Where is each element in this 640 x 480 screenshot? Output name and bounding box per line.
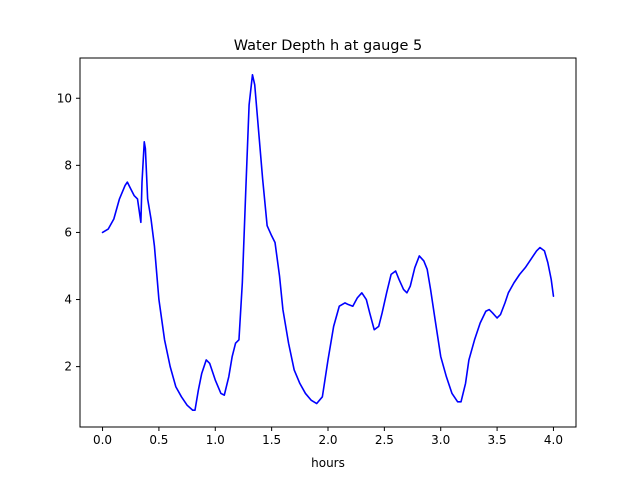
y-tick-label: 10 xyxy=(57,91,72,105)
series-line-0 xyxy=(101,73,555,412)
x-axis-label: hours xyxy=(311,456,345,470)
x-tick-label: 0.5 xyxy=(149,433,168,447)
x-tick-label: 2.5 xyxy=(375,433,394,447)
x-tick-label: 3.5 xyxy=(488,433,507,447)
y-tick-label: 2 xyxy=(64,360,72,374)
x-tick-label: 3.0 xyxy=(431,433,450,447)
x-tick-label: 0.0 xyxy=(93,433,112,447)
x-tick-label: 1.5 xyxy=(262,433,281,447)
plot-area: 0.0 0.5 1.0 1.5 2.0 2.5 3.0 3.5 4.0 2 4 6 8 10 xyxy=(57,57,577,447)
x-tick-label: 2.0 xyxy=(318,433,337,447)
y-tick-label: 8 xyxy=(64,158,72,172)
chart-title: Water Depth h at gauge 5 xyxy=(234,38,422,54)
x-tick-label: 1.0 xyxy=(206,433,225,447)
y-tick-label: 4 xyxy=(64,293,72,307)
x-tick-label: 4.0 xyxy=(544,433,563,447)
y-tick-label: 6 xyxy=(64,225,72,239)
